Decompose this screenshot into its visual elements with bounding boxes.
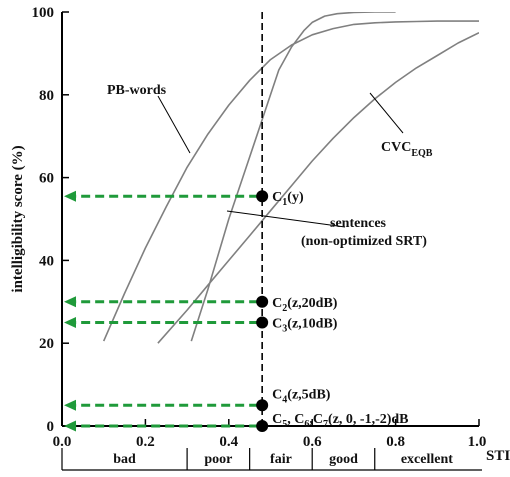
green-arrow-head xyxy=(64,296,76,308)
category-bad: bad xyxy=(113,452,136,467)
data-point-c1 xyxy=(256,190,269,203)
series-cvc-eqb-line xyxy=(157,31,479,344)
sentences-label: sentences xyxy=(330,216,387,231)
pbwords-leader-line xyxy=(157,95,191,154)
y-tick-label: 60 xyxy=(39,171,54,187)
green-arrow-head xyxy=(64,317,76,328)
series-pb-words-line xyxy=(102,20,479,342)
data-point-c5 xyxy=(256,420,269,432)
cvc-leader-line xyxy=(369,92,404,134)
y-tick-label: 80 xyxy=(39,88,54,104)
y-tick-label: 0 xyxy=(47,419,55,435)
point-label-c4: C4​(z,5dB) xyxy=(272,387,331,405)
sentences-leader-line xyxy=(226,210,346,228)
x-tick-label: 1.0 xyxy=(468,434,487,450)
point-label-c3: C3​(z,10dB) xyxy=(272,317,338,335)
x-axis-label: STIr xyxy=(486,448,510,468)
point-label-c5: C5​, C6​,C7​(z, 0, -1,-2)dB xyxy=(272,412,408,430)
data-point-c3 xyxy=(256,316,269,329)
category-poor: poor xyxy=(204,452,232,467)
y-tick-label: 100 xyxy=(32,5,55,21)
green-arrow-head xyxy=(64,190,76,202)
category-good: good xyxy=(329,452,358,467)
green-arrow-head xyxy=(64,420,76,432)
x-tick-label: 0.8 xyxy=(386,434,405,450)
green-arrow-head xyxy=(64,399,76,411)
data-point-c4 xyxy=(256,399,269,412)
y-tick-label: 40 xyxy=(39,253,54,269)
data-point-c2 xyxy=(256,295,269,308)
cvc-label: CVCEQB xyxy=(381,140,433,159)
x-tick-label: 0.4 xyxy=(219,434,238,450)
x-tick-label: 0.2 xyxy=(136,434,155,450)
category-fair: fair xyxy=(270,452,292,467)
category-excellent: excellent xyxy=(401,452,453,467)
x-tick-label: 0.0 xyxy=(53,434,72,450)
y-axis-label: intelligibility score (%) xyxy=(10,145,26,292)
point-label-c1: C1​(y) xyxy=(272,190,304,208)
x-tick-label: 0.6 xyxy=(303,434,322,450)
pbwords-label: PB-words xyxy=(107,83,167,98)
series-sentences-non-optimized-srt-line xyxy=(190,12,396,342)
sentences-label-line2: (non-optimized SRT) xyxy=(301,234,427,249)
point-label-c2: C2​(z,20dB) xyxy=(272,296,338,314)
y-tick-label: 20 xyxy=(39,336,54,352)
